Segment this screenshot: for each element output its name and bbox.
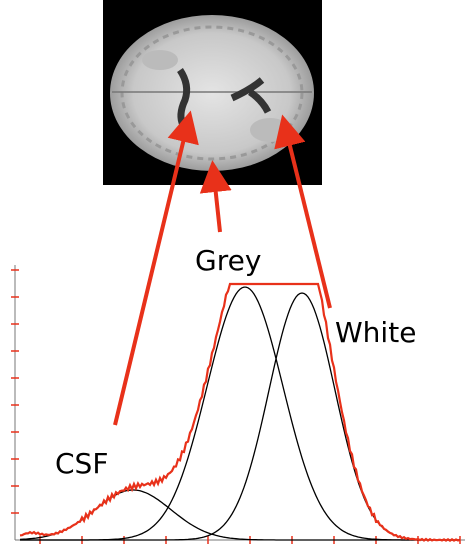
arrows bbox=[113, 110, 332, 426]
white-label: White bbox=[335, 316, 416, 349]
histogram-curves bbox=[19, 282, 461, 543]
histogram bbox=[19, 282, 461, 543]
grey-label: Grey bbox=[195, 244, 261, 277]
brain-image bbox=[103, 0, 322, 185]
axis-ticks bbox=[11, 269, 461, 544]
csf-label: CSF bbox=[55, 447, 108, 480]
